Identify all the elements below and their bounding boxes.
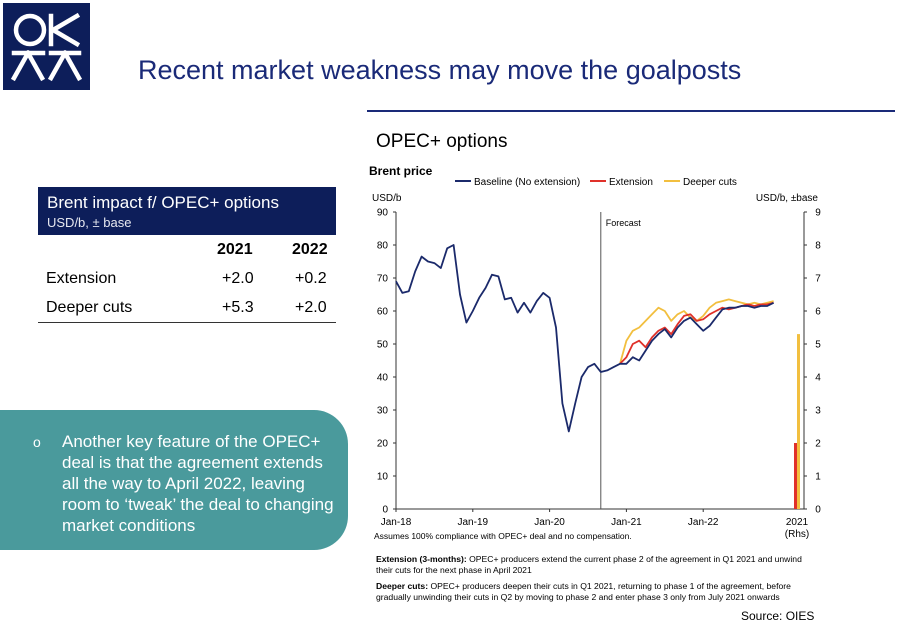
note-callout: [0, 410, 348, 550]
impact-table-title: Brent impact f/ OPEC+ options: [47, 193, 279, 212]
x-tick-label: Jan-22: [688, 517, 719, 528]
x-tick-bar-category-sub: (Rhs): [785, 529, 809, 540]
footnote-text: OPEC+ producers extend the current phase…: [376, 554, 802, 575]
y-tick-label-left: 10: [377, 472, 389, 483]
bar-deeper-cuts: [797, 334, 800, 509]
y-tick-label-right: 1: [815, 472, 821, 483]
series-line-baseline: [395, 244, 775, 433]
table-col-2021: 2021: [217, 241, 253, 258]
y-tick-label-right: 4: [815, 373, 821, 384]
table-row-label: Deeper cuts: [46, 299, 133, 316]
x-ticks: Jan-18 Jan-19 Jan-20 Jan-21 Jan-22: [381, 509, 719, 528]
impact-table-header: Brent impact f/ OPEC+ options USD/b, ± b…: [38, 187, 336, 235]
impact-table-subtitle: USD/b, ± base: [47, 215, 132, 230]
y-tick-label-left: 40: [377, 373, 389, 384]
x-tick-label: Jan-18: [381, 517, 412, 528]
table-col-2022: 2022: [292, 241, 328, 258]
legend-label-extension: Extension: [609, 177, 653, 188]
footnote-label: Extension (3-months):: [376, 554, 467, 564]
y-tick-label-left: 70: [377, 274, 389, 285]
y-tick-label-right: 2: [815, 439, 821, 450]
forecast-label: Forecast: [606, 218, 642, 228]
y-tick-label-left: 0: [382, 505, 388, 516]
legend: Baseline (No extension) Extension Deeper…: [455, 177, 737, 188]
footnote-extension: Extension (3-months): OPEC+ producers ex…: [376, 554, 816, 575]
y-tick-label-right: 5: [815, 340, 821, 351]
note-text: Another key feature of the OPEC+ deal is…: [62, 432, 334, 535]
y-tick-label-left: 80: [377, 241, 389, 252]
logo-mark-icon: [10, 12, 83, 82]
series-lines: [395, 244, 775, 433]
footnote-text: OPEC+ producers deepen their cuts in Q1 …: [376, 581, 791, 602]
x-tick-label: Jan-21: [611, 517, 642, 528]
y-tick-label-right: 6: [815, 307, 821, 318]
y-tick-label-left: 20: [377, 439, 389, 450]
chart-heading: OPEC+ options: [376, 131, 508, 152]
chart-title: Brent price: [369, 164, 433, 178]
table-bottom-rule: [38, 322, 336, 323]
x-tick-label: Jan-20: [534, 517, 565, 528]
table-row-label: Extension: [46, 270, 117, 287]
slide-title: Recent market weakness may move the goal…: [138, 55, 742, 85]
table-cell: +2.0: [295, 299, 327, 316]
y-ticks-left: 0 10 20 30 40 50 60 70 80 90: [377, 208, 396, 516]
y-axis-label-left: USD/b: [372, 193, 402, 204]
y-tick-label-right: 3: [815, 406, 821, 417]
y-tick-label-right: 0: [815, 505, 821, 516]
footnote-label: Deeper cuts:: [376, 581, 429, 591]
y-tick-label-left: 30: [377, 406, 389, 417]
table-cell: +2.0: [222, 270, 254, 287]
table-cell: +5.3: [222, 299, 254, 316]
bar-extension: [794, 443, 797, 509]
y-tick-label-right: 9: [815, 208, 821, 219]
y-tick-label-left: 90: [377, 208, 389, 219]
legend-label-deeper-cuts: Deeper cuts: [683, 177, 737, 188]
chart-note: Assumes 100% compliance with OPEC+ deal …: [374, 531, 632, 541]
legend-label-baseline: Baseline (No extension): [474, 177, 580, 188]
oies-logo: [3, 3, 90, 90]
rhs-bars: [794, 334, 800, 509]
y-tick-label-left: 50: [377, 340, 389, 351]
y-tick-label-right: 8: [815, 241, 821, 252]
source-note: Source: OIES: [741, 609, 815, 623]
footnote-deeper-cuts: Deeper cuts: OPEC+ producers deepen thei…: [376, 581, 816, 602]
y-axis-label-right: USD/b, ±base: [756, 193, 819, 204]
chart-axes: [395, 212, 805, 510]
table-cell: +0.2: [295, 270, 327, 287]
note-bullet: o: [33, 434, 41, 450]
y-ticks-right: 0 1 2 3 4 5 6 7 8 9: [804, 208, 821, 516]
title-divider: [367, 110, 895, 112]
y-tick-label-left: 60: [377, 307, 389, 318]
x-tick-bar-category: 2021: [786, 517, 809, 528]
series-line-extension: [619, 301, 774, 365]
y-tick-label-right: 7: [815, 274, 821, 285]
x-tick-label: Jan-19: [458, 517, 489, 528]
